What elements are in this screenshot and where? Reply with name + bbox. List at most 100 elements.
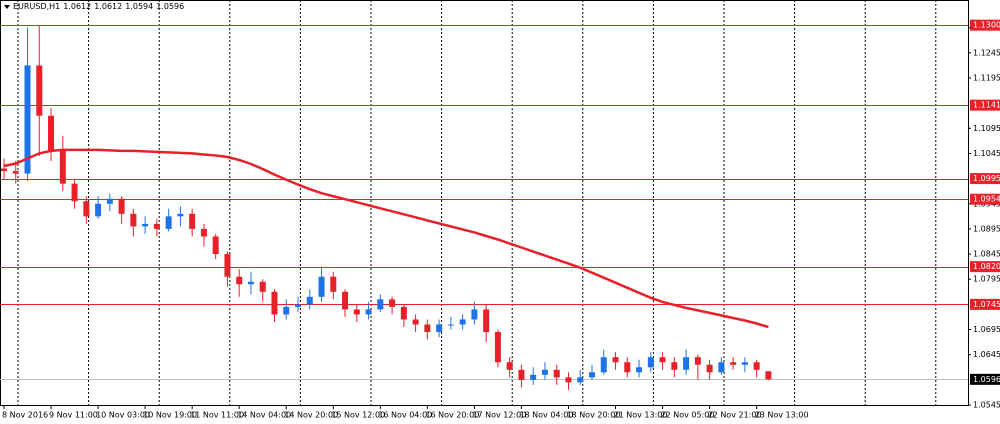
candle-body xyxy=(177,213,184,217)
candle-body xyxy=(624,362,631,373)
candle-body xyxy=(247,281,254,285)
x-tick-label: 16 Nov 04:00 xyxy=(378,411,432,420)
level-price-label: 1.1300 xyxy=(973,21,1000,30)
x-tick-label: 9 Nov 11:00 xyxy=(49,411,98,420)
y-tick-label: 1.1045 xyxy=(973,149,1000,158)
x-tick-label: 8 Nov 2016 xyxy=(2,411,48,420)
level-price-label: 1.0820 xyxy=(973,262,1000,271)
candle-body xyxy=(212,236,219,255)
candle-body xyxy=(71,183,78,202)
candle-body xyxy=(59,150,66,184)
candle-body xyxy=(118,198,125,214)
x-tick-label: 15 Nov 12:00 xyxy=(331,411,385,420)
candle-body xyxy=(577,377,584,383)
candle-body xyxy=(753,362,760,370)
y-tick-label: 1.1245 xyxy=(973,48,1000,57)
x-tick-label: 22 Nov 05:00 xyxy=(661,411,715,420)
level-price-box xyxy=(970,19,1000,31)
last-price-label: 1.0596 xyxy=(973,375,1000,384)
candle-body xyxy=(259,281,266,292)
candle-body xyxy=(224,254,231,277)
candle-body xyxy=(694,357,701,365)
y-tick-label: 1.0545 xyxy=(973,401,1000,410)
candle-body xyxy=(636,367,643,373)
candle-body xyxy=(412,319,419,325)
candle-body xyxy=(106,198,113,204)
candle-body xyxy=(600,357,607,373)
level-price-box xyxy=(970,99,1000,111)
candle-body xyxy=(447,324,454,326)
chart-title: EURUSD,H1 xyxy=(13,2,61,11)
chart-header: EURUSD,H1 1.0612 1.0612 1.0594 1.0596 xyxy=(13,2,187,12)
candle-body xyxy=(48,115,55,151)
candle-body xyxy=(483,309,490,333)
level-price-label: 1.1141 xyxy=(973,101,1000,110)
level-price-box xyxy=(970,298,1000,310)
y-tick-label: 1.0795 xyxy=(973,275,1000,284)
candle-body xyxy=(24,65,31,174)
candle-body xyxy=(471,309,478,320)
last-price-box xyxy=(970,373,1000,385)
candle-body xyxy=(365,309,372,315)
candle-body xyxy=(142,223,149,227)
x-tick-label: 21 Nov 13:00 xyxy=(614,411,668,420)
candle-body xyxy=(424,324,431,333)
plot-frame xyxy=(0,0,969,406)
y-tick-label: 1.0895 xyxy=(973,224,1000,233)
candle-body xyxy=(95,203,102,217)
candle-body xyxy=(200,228,207,237)
y-tick-label: 1.0845 xyxy=(973,250,1000,259)
candle-body xyxy=(589,372,595,378)
header-price: 1.0612 xyxy=(63,2,92,11)
candle-body xyxy=(389,299,396,307)
candle-body xyxy=(153,223,160,229)
candle-body xyxy=(236,276,243,285)
candle-body xyxy=(83,201,90,217)
x-tick-label: 14 Nov 20:00 xyxy=(284,411,338,420)
candle-body xyxy=(553,369,560,378)
x-tick-label: 16 Nov 20:00 xyxy=(425,411,479,420)
x-tick-label: 23 Nov 13:00 xyxy=(755,411,809,420)
candle-body xyxy=(189,213,196,229)
menu-triangle[interactable] xyxy=(4,5,10,9)
candle-body xyxy=(306,296,313,305)
header-price: 1.0594 xyxy=(125,2,154,11)
level-price-box xyxy=(970,173,1000,185)
x-tick-label: 10 Nov 03:00 xyxy=(96,411,150,420)
level-price-box xyxy=(970,261,1000,273)
candle-body xyxy=(518,369,525,380)
level-price-label: 1.0745 xyxy=(973,300,1000,309)
candle-body xyxy=(671,362,678,370)
candle-body xyxy=(730,362,737,365)
y-tick-label: 1.1095 xyxy=(973,124,1000,133)
candle-body xyxy=(659,357,666,363)
x-tick-label: 17 Nov 12:00 xyxy=(472,411,526,420)
candle-body xyxy=(36,65,43,116)
candle-body xyxy=(765,371,772,380)
candle-body xyxy=(330,276,337,292)
level-price-label: 1.0995 xyxy=(973,174,1000,183)
candle-body xyxy=(530,374,537,380)
candle-body xyxy=(612,357,619,363)
x-tick-label: 22 Nov 21:00 xyxy=(708,411,762,420)
candle-body xyxy=(271,291,278,315)
x-tick-label: 14 Nov 04:00 xyxy=(237,411,291,420)
candle-body xyxy=(342,291,349,310)
level-price-label: 1.0954 xyxy=(973,195,1000,204)
candle-body xyxy=(377,299,384,310)
y-tick-label: 1.1195 xyxy=(973,73,1000,82)
x-tick-label: 11 Nov 11:00 xyxy=(190,411,244,420)
candle-body xyxy=(353,309,360,315)
candle-body xyxy=(565,377,572,383)
candle-body xyxy=(130,213,137,227)
header-price: 1.0612 xyxy=(94,2,123,11)
candle-body xyxy=(400,306,407,320)
candle-body xyxy=(741,362,748,365)
header-price: 1.0596 xyxy=(156,2,185,11)
candle-body xyxy=(683,357,690,370)
x-tick-label: 10 Nov 19:00 xyxy=(143,411,197,420)
candle-body xyxy=(283,306,290,315)
candle-body xyxy=(295,304,301,307)
candle-body xyxy=(459,319,466,325)
